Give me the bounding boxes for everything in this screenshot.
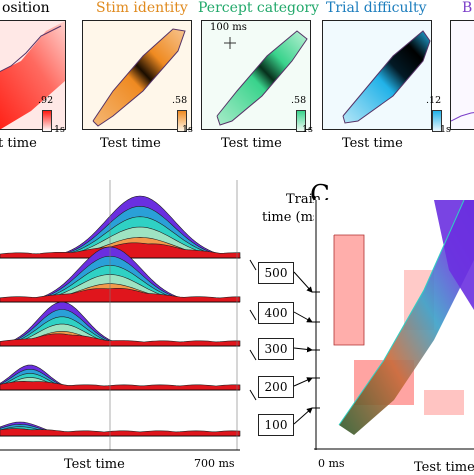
colorbar-max-2: .58	[172, 95, 188, 106]
train-label-400: 400	[258, 302, 294, 324]
xlabel-3: Test time	[221, 136, 282, 151]
stacked-area-profiles	[0, 180, 241, 451]
gat-matrix-percept-category	[201, 20, 311, 130]
panel-c-xtick-start: 0 ms	[318, 457, 345, 470]
gat-heatmap	[83, 21, 191, 129]
profile-row	[0, 421, 241, 437]
panel-title-trial-difficulty: Trial difficulty	[326, 0, 427, 16]
gat-matrix-stim-identity	[82, 20, 192, 130]
profile-layer	[0, 380, 241, 391]
colorbar-max-1: .92	[38, 95, 54, 106]
panel-title-percept-category: Percept category	[198, 0, 320, 16]
colorbar-4	[432, 110, 442, 132]
gat-heatmap	[0, 21, 65, 129]
profile-row	[0, 195, 241, 259]
panel-c-yaxis	[312, 200, 320, 450]
panel-c-matrix	[314, 200, 474, 450]
panel-c-xlabel: Test time	[414, 460, 474, 475]
colorbar-unit-1: 1s	[54, 124, 65, 135]
gat-matrix-5	[450, 20, 474, 130]
scale-label: 100 ms	[210, 22, 247, 33]
colorbar-unit-4: 1s	[440, 124, 451, 135]
gat-heatmap	[202, 21, 310, 129]
profile-row	[0, 301, 241, 347]
profile-row	[0, 364, 241, 391]
gat-matrix-trial-difficulty	[322, 20, 432, 130]
profile-row	[0, 246, 241, 303]
xlabel-2: Test time	[100, 136, 161, 151]
colorbar-unit-3: 1s	[302, 124, 313, 135]
gat-heatmap	[323, 21, 431, 129]
colorbar-3	[296, 110, 306, 132]
profile-layer	[0, 288, 241, 303]
panel-title-position: osition	[2, 0, 50, 16]
profile-layer	[0, 428, 241, 437]
panel-b-xlabel: Test time	[64, 457, 125, 472]
panel-c-ylabel-2: time (ms)	[262, 210, 325, 225]
colorbar-max-3: .58	[291, 95, 307, 106]
panel-c-xaxis	[314, 448, 474, 450]
xlabel-4: Test time	[342, 136, 403, 151]
train-label-100: 100	[258, 414, 294, 436]
colorbar-max-4: .12	[426, 95, 442, 106]
train-label-200: 200	[258, 376, 294, 398]
connector-arrows	[249, 259, 313, 425]
panel-title-stim-identity: Stim identity	[96, 0, 188, 16]
colorbar-2	[177, 110, 187, 132]
panel-b-xtick-end: 700 ms	[194, 457, 235, 470]
train-label-300: 300	[258, 338, 294, 360]
colorbar-unit-2: 1s	[182, 124, 193, 135]
profile-layer	[0, 333, 241, 347]
scale-crosshair-icon	[224, 34, 236, 49]
panel-c-ylabel-1: Train	[286, 192, 322, 207]
colorbar-1	[42, 110, 52, 132]
train-label-500: 500	[258, 262, 294, 284]
panel-title-5: B	[462, 0, 473, 16]
xlabel-1: t time	[0, 136, 37, 151]
gat-matrix-position	[0, 20, 66, 130]
overlay-heatmap	[314, 200, 474, 450]
